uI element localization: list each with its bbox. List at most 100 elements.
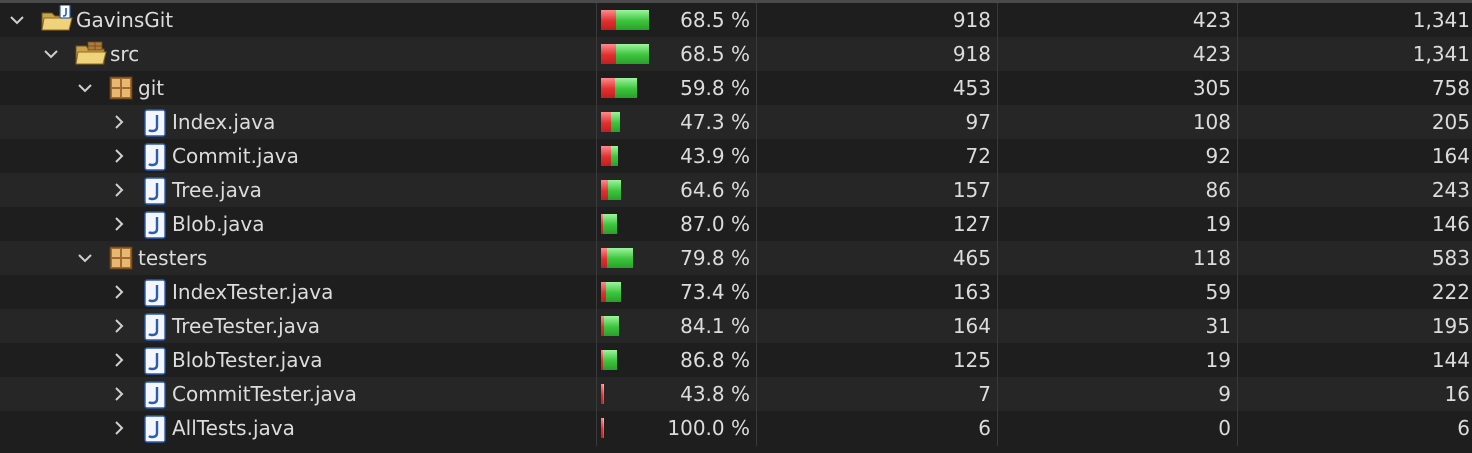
tree-row[interactable]: AllTests.java 100.0 % 6 0 6 xyxy=(0,411,1472,445)
java-file-icon xyxy=(142,381,168,409)
total-instructions: 144 xyxy=(1431,348,1470,372)
covered-instructions: 127 xyxy=(952,212,991,236)
coverage-bar xyxy=(601,78,637,98)
coverage-bar xyxy=(601,10,649,30)
coverage-percent: 59.8 % xyxy=(680,76,750,100)
name-cell: testers xyxy=(0,241,596,275)
missed-bar-segment xyxy=(601,180,608,200)
missed-bar-segment xyxy=(601,282,606,302)
coverage-bar xyxy=(601,282,621,302)
name-cell: IndexTester.java xyxy=(0,275,596,309)
chevron-right-icon[interactable] xyxy=(108,105,130,139)
covered-instructions: 6 xyxy=(978,416,991,440)
covered-instructions: 918 xyxy=(952,42,991,66)
coverage-bar xyxy=(601,350,617,370)
element-name: GavinsGit xyxy=(76,8,174,32)
name-cell: AllTests.java xyxy=(0,411,596,445)
covered-bar-segment xyxy=(615,78,637,98)
column-divider[interactable] xyxy=(1237,3,1238,446)
tree-row[interactable]: testers 79.8 % 465 118 583 xyxy=(0,241,1472,275)
package-icon xyxy=(108,245,134,271)
java-file-icon xyxy=(142,279,168,307)
coverage-tree[interactable]: GavinsGit 68.5 % 918 423 1,341 src 68.5 % 918 4… xyxy=(0,3,1472,445)
coverage-percent: 100.0 % xyxy=(667,416,750,440)
coverage-cell: 59.8 % xyxy=(597,71,756,105)
package-icon xyxy=(108,75,134,101)
coverage-percent: 79.8 % xyxy=(680,246,750,270)
column-divider[interactable] xyxy=(596,3,597,446)
tree-row[interactable]: GavinsGit 68.5 % 918 423 1,341 xyxy=(0,3,1472,37)
coverage-bar xyxy=(601,146,618,166)
coverage-cell: 68.5 % xyxy=(597,37,756,71)
tree-row[interactable]: IndexTester.java 73.4 % 163 59 222 xyxy=(0,275,1472,309)
element-name: git xyxy=(138,76,165,100)
coverage-cell: 43.9 % xyxy=(597,139,756,173)
coverage-cell: 68.5 % xyxy=(597,3,756,37)
missed-bar-segment xyxy=(601,146,611,166)
chevron-right-icon[interactable] xyxy=(108,343,130,377)
chevron-right-icon[interactable] xyxy=(108,139,130,173)
tree-row[interactable]: CommitTester.java 43.8 % 7 9 16 xyxy=(0,377,1472,411)
name-cell: BlobTester.java xyxy=(0,343,596,377)
total-instructions: 195 xyxy=(1431,314,1470,338)
chevron-down-icon[interactable] xyxy=(74,71,96,105)
chevron-right-icon[interactable] xyxy=(108,411,130,445)
element-name: Tree.java xyxy=(172,178,262,202)
tree-row[interactable]: src 68.5 % 918 423 1,341 xyxy=(0,37,1472,71)
missed-bar-segment xyxy=(601,78,615,98)
top-border xyxy=(0,0,1472,3)
column-divider[interactable] xyxy=(997,3,998,446)
missed-instructions: 19 xyxy=(1205,212,1231,236)
tree-row[interactable]: TreeTester.java 84.1 % 164 31 195 xyxy=(0,309,1472,343)
chevron-right-icon[interactable] xyxy=(108,309,130,343)
tree-row[interactable]: git 59.8 % 453 305 758 xyxy=(0,71,1472,105)
chevron-right-icon[interactable] xyxy=(108,377,130,411)
chevron-down-icon[interactable] xyxy=(74,241,96,275)
tree-row[interactable]: Tree.java 64.6 % 157 86 243 xyxy=(0,173,1472,207)
covered-bar-segment xyxy=(603,214,617,234)
column-divider[interactable] xyxy=(756,3,757,446)
missed-instructions: 92 xyxy=(1205,144,1231,168)
name-cell: GavinsGit xyxy=(0,3,596,37)
missed-bar-segment xyxy=(601,418,603,438)
tree-row[interactable]: Blob.java 87.0 % 127 19 146 xyxy=(0,207,1472,241)
element-name: TreeTester.java xyxy=(172,314,321,338)
coverage-cell: 84.1 % xyxy=(597,309,756,343)
chevron-right-icon[interactable] xyxy=(108,173,130,207)
covered-bar-segment xyxy=(603,418,604,438)
coverage-cell: 87.0 % xyxy=(597,207,756,241)
missed-bar-segment xyxy=(601,384,603,404)
chevron-right-icon[interactable] xyxy=(108,275,130,309)
element-name: Index.java xyxy=(172,110,276,134)
tree-row[interactable]: BlobTester.java 86.8 % 125 19 144 xyxy=(0,343,1472,377)
missed-instructions: 86 xyxy=(1205,178,1231,202)
covered-instructions: 157 xyxy=(952,178,991,202)
covered-bar-segment xyxy=(616,10,649,30)
tree-row[interactable]: Commit.java 43.9 % 72 92 164 xyxy=(0,139,1472,173)
element-name: CommitTester.java xyxy=(172,382,357,406)
name-cell: Tree.java xyxy=(0,173,596,207)
missed-instructions: 305 xyxy=(1192,76,1231,100)
element-name: testers xyxy=(138,246,208,270)
java-file-icon xyxy=(142,211,168,239)
covered-bar-segment xyxy=(608,180,621,200)
java-file-icon xyxy=(142,177,168,205)
missed-bar-segment xyxy=(601,316,604,336)
element-name: Commit.java xyxy=(172,144,299,168)
chevron-down-icon[interactable] xyxy=(40,37,62,71)
missed-instructions: 118 xyxy=(1192,246,1231,270)
name-cell: Blob.java xyxy=(0,207,596,241)
missed-instructions: 19 xyxy=(1205,348,1231,372)
chevron-right-icon[interactable] xyxy=(108,207,130,241)
covered-instructions: 97 xyxy=(965,110,991,134)
tree-row[interactable]: Index.java 47.3 % 97 108 205 xyxy=(0,105,1472,139)
covered-instructions: 125 xyxy=(952,348,991,372)
chevron-down-icon[interactable] xyxy=(6,3,28,37)
covered-instructions: 465 xyxy=(952,246,991,270)
name-cell: Index.java xyxy=(0,105,596,139)
coverage-percent: 43.8 % xyxy=(680,382,750,406)
covered-instructions: 918 xyxy=(952,8,991,32)
coverage-percent: 73.4 % xyxy=(680,280,750,304)
covered-instructions: 7 xyxy=(978,382,991,406)
coverage-bar xyxy=(601,214,617,234)
